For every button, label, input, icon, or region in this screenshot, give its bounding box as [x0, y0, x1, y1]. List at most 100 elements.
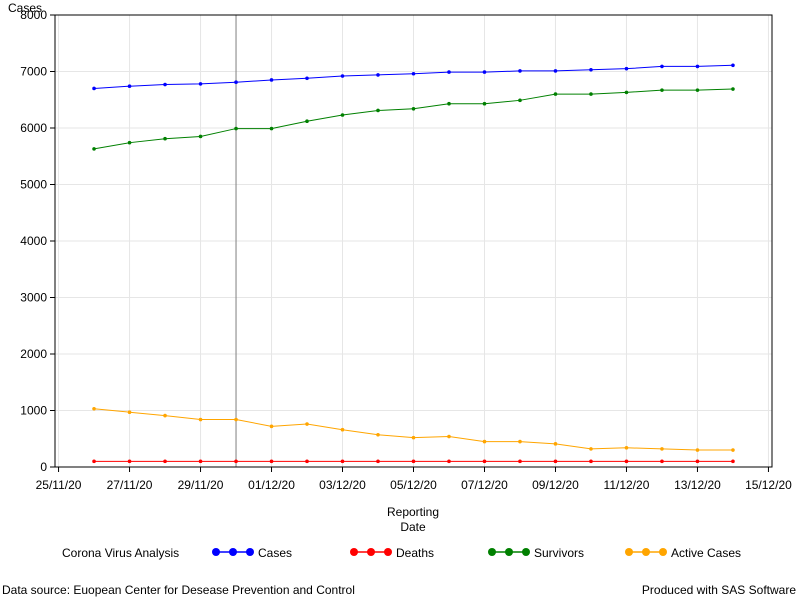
legend-title: Corona Virus Analysis: [62, 546, 179, 560]
data-point-active-cases: [482, 439, 487, 444]
y-tick-label: 5000: [20, 178, 47, 192]
y-tick-label: 3000: [20, 291, 47, 305]
data-point-survivors: [553, 92, 558, 96]
legend-marker-survivors: [505, 548, 513, 556]
line-chart: 0 1000 2000 3000 4000 5000 6000 7000 8000 25/11/2…: [8, 1, 792, 560]
data-point-deaths: [447, 459, 451, 464]
x-tick-label: 25/11/20: [36, 478, 82, 492]
data-point-deaths: [553, 459, 558, 464]
data-point-survivors: [731, 87, 735, 91]
data-point-survivors: [92, 147, 96, 151]
data-point-active-cases: [447, 434, 451, 439]
data-point-deaths: [198, 459, 203, 464]
data-point-active-cases: [163, 413, 167, 418]
data-point-deaths: [305, 459, 309, 464]
legend-marker-active-cases: [625, 548, 633, 556]
data-point-active-cases: [340, 427, 345, 432]
data-point-cases: [376, 73, 380, 77]
data-point-active-cases: [198, 417, 203, 422]
x-axis-title-line-2: Date: [400, 520, 426, 534]
data-point-cases: [731, 63, 735, 68]
data-point-active-cases: [553, 442, 558, 446]
data-point-survivors: [269, 126, 274, 131]
data-point-survivors: [127, 140, 132, 145]
data-point-deaths: [92, 459, 96, 464]
data-point-deaths: [589, 459, 593, 464]
y-tick-label: 8000: [20, 8, 47, 22]
data-point-deaths: [127, 459, 132, 464]
y-tick-label: 7000: [20, 65, 47, 79]
x-tick-label: 09/12/20: [532, 478, 579, 492]
data-point-survivors: [163, 136, 167, 141]
data-point-survivors: [376, 108, 380, 113]
x-axis-title-line-1: Reporting: [387, 505, 439, 519]
legend-marker-active-cases: [642, 548, 650, 556]
legend-label-active-cases: Active Cases: [671, 546, 741, 560]
data-point-cases: [589, 68, 593, 72]
data-point-deaths: [731, 459, 735, 464]
data-point-survivors: [447, 101, 451, 106]
data-point-cases: [660, 64, 664, 69]
data-point-active-cases: [411, 435, 416, 440]
data-point-cases: [624, 66, 629, 71]
data-point-active-cases: [269, 424, 274, 429]
data-point-deaths: [518, 459, 522, 464]
gridlines: [55, 14, 772, 468]
data-point-active-cases: [376, 432, 380, 437]
x-tick-label: 01/12/20: [248, 478, 295, 492]
data-point-cases: [518, 69, 522, 73]
data-point-survivors: [624, 90, 629, 95]
x-tick-label: 27/11/20: [107, 478, 153, 492]
legend-marker-cases: [212, 548, 220, 556]
legend-label-deaths: Deaths: [396, 546, 434, 560]
data-point-cases: [305, 76, 309, 81]
series-layer: [92, 63, 735, 464]
x-tick-label: 03/12/20: [319, 478, 366, 492]
legend: Corona Virus Analysis Cases Deaths Survivo…: [62, 546, 741, 560]
legend-marker-deaths: [367, 548, 375, 556]
y-tick-label: 4000: [20, 234, 47, 248]
data-point-deaths: [660, 459, 664, 464]
data-point-cases: [553, 69, 558, 73]
data-point-survivors: [198, 134, 203, 139]
legend-marker-cases: [229, 548, 237, 556]
y-axis-title: Cases: [8, 1, 42, 15]
data-point-deaths: [269, 459, 274, 464]
data-point-survivors: [234, 126, 238, 131]
data-point-cases: [163, 82, 167, 87]
legend-marker-deaths: [350, 548, 358, 556]
data-point-cases: [447, 70, 451, 74]
legend-marker-deaths: [384, 548, 392, 556]
data-point-active-cases: [695, 448, 700, 452]
legend-label-cases: Cases: [258, 546, 292, 560]
data-point-active-cases: [731, 448, 735, 452]
data-point-deaths: [163, 459, 167, 464]
y-tick-label: 6000: [20, 121, 47, 135]
data-point-active-cases: [624, 445, 629, 450]
x-tick-label: 05/12/20: [390, 478, 437, 492]
legend-label-survivors: Survivors: [534, 546, 584, 560]
axes: 0 1000 2000 3000 4000 5000 6000 7000 8000 25/11/2…: [20, 8, 792, 492]
legend-marker-cases: [246, 548, 254, 556]
data-point-deaths: [340, 459, 345, 464]
x-tick-label: 13/12/20: [674, 478, 721, 492]
data-point-survivors: [411, 106, 416, 111]
data-point-deaths: [411, 459, 416, 464]
data-point-deaths: [695, 459, 700, 464]
data-point-cases: [127, 84, 132, 88]
data-point-cases: [92, 86, 96, 91]
data-point-survivors: [518, 98, 522, 103]
data-point-deaths: [234, 459, 238, 464]
data-point-active-cases: [518, 439, 522, 444]
data-point-survivors: [589, 92, 593, 96]
data-point-cases: [198, 82, 203, 86]
data-point-cases: [340, 74, 345, 78]
data-point-survivors: [340, 113, 345, 117]
plot-frame: [54, 14, 773, 468]
data-point-cases: [482, 70, 487, 74]
data-point-survivors: [695, 88, 700, 92]
data-point-cases: [234, 80, 238, 85]
data-source-note: Data source: Euopean Center for Desease …: [2, 583, 355, 597]
data-point-active-cases: [92, 407, 96, 411]
x-tick-label: 29/11/20: [178, 478, 224, 492]
